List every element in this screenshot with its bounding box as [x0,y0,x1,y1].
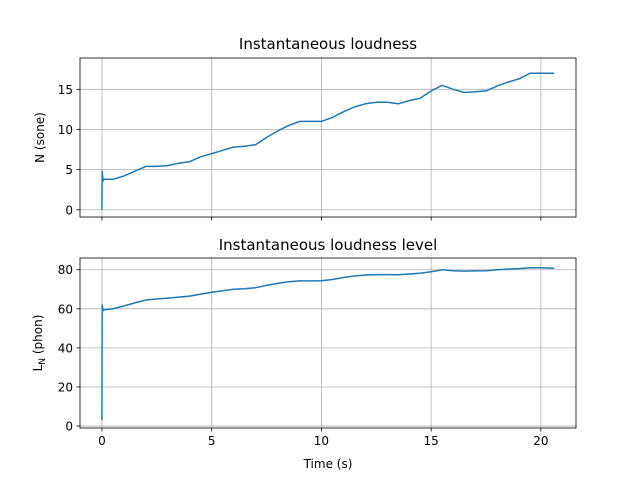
loudness-y-axis-label: N (sone) [33,112,47,163]
loudness-level-x-tick-label: 0 [98,434,106,448]
loudness-level-series-line [101,267,555,421]
loudness-level-x-tick-label: 10 [314,434,329,448]
loudness-level-y-tick-label: 0 [65,420,73,434]
loudness-y-tick-label: 15 [58,83,73,97]
loudness-subplot: 0 5 10 15 Instantaneous loudness N (sone) [33,35,577,221]
loudness-axes-frame [79,57,577,218]
loudness-level-x-tick-label: 15 [424,434,439,448]
loudness-level-subplot: 0 5 10 15 20 0 20 40 60 80 Instantaneous loudness… [31,236,577,471]
loudness-level-ticks: 0 5 10 15 20 0 20 40 60 80 [58,263,549,448]
loudness-level-y-axis-label: LN (phon) [31,315,48,372]
time-x-axis-label: Time (s) [303,457,353,471]
loudness-level-x-tick-label: 20 [533,434,548,448]
loudness-marks [101,72,555,210]
loudness-level-y-label-subscript: N [38,358,48,365]
loudness-level-y-tick-label: 60 [58,302,73,316]
loudness-level-y-label-unit: (phon) [31,315,45,358]
loudness-level-title: Instantaneous loudness level [219,236,438,254]
loudness-level-y-tick-label: 80 [58,263,73,277]
loudness-title: Instantaneous loudness [239,35,417,53]
loudness-level-y-tick-label: 40 [58,341,73,355]
loudness-level-y-tick-label: 20 [58,380,73,394]
loudness-level-x-tick-label: 5 [208,434,216,448]
loudness-level-y-label-main: L [31,364,45,371]
loudness-grid [80,58,576,217]
loudness-y-tick-label: 10 [58,123,73,137]
loudness-series-line [101,72,555,210]
loudness-level-axes-frame [79,257,577,429]
loudness-level-grid [80,258,576,428]
loudness-level-marks [101,267,555,421]
loudness-y-tick-label: 5 [65,163,73,177]
loudness-ticks: 0 5 10 15 [58,83,542,221]
loudness-y-tick-label: 0 [65,203,73,217]
